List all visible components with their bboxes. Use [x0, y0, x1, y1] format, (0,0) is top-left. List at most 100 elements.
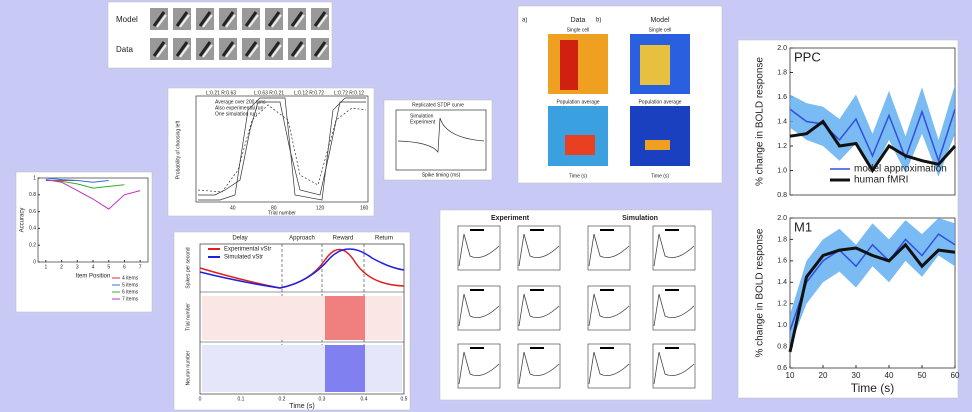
mini-curve	[518, 293, 560, 327]
gabor-stripe	[152, 41, 166, 57]
mini-curve	[518, 233, 560, 267]
mini-curve	[458, 233, 500, 267]
y-tick-label: 1.6	[777, 258, 787, 265]
x-tick-label: 5	[107, 264, 110, 270]
x-label: Item Position	[76, 274, 111, 280]
axes	[789, 217, 956, 369]
y-tick-label: 2.0	[777, 45, 787, 52]
y-tick-label: 0.8	[777, 343, 787, 350]
mini-axes	[517, 225, 561, 271]
x-tick-label: 160	[360, 205, 369, 211]
x-tick-label: 10	[786, 371, 795, 380]
panel-letter: a)	[522, 18, 527, 24]
y-tick-label: 1.0	[777, 167, 787, 174]
x-tick-label: 40	[885, 371, 894, 380]
gabor-stripe	[198, 41, 212, 57]
y-tick-label: 0.8	[777, 192, 787, 199]
legend-entry: Simulation	[410, 113, 434, 119]
heatmap	[630, 106, 690, 166]
x-tick-label: 50	[918, 371, 927, 380]
raster-dense	[325, 345, 365, 392]
title: Experiment	[491, 215, 530, 222]
row-label: Data	[116, 45, 133, 54]
band	[790, 218, 955, 347]
curve	[199, 248, 405, 289]
bold-panel	[737, 39, 959, 399]
gabor-stripe	[294, 44, 305, 58]
gabor-stripe	[290, 11, 304, 27]
line	[45, 179, 141, 210]
x-label: Time (s)	[651, 173, 669, 179]
y-tick-label: 0.6	[29, 209, 36, 215]
y-tick-label: 1.4	[777, 279, 787, 286]
gabor-stripe	[221, 11, 235, 27]
x-tick-label: 3	[76, 264, 79, 270]
legend-entry: 4 items	[122, 275, 139, 281]
y-tick-label: 1.2	[777, 143, 787, 150]
line	[789, 108, 956, 164]
gabor-stripe	[152, 11, 166, 27]
panel-title: PPC	[794, 49, 821, 64]
gabor-stripe	[271, 14, 282, 28]
x-label: Trial number	[268, 210, 296, 216]
gabor-grid	[150, 8, 329, 60]
gabor-stripe	[221, 41, 235, 57]
y-label: % change in BOLD response	[755, 57, 766, 186]
mini-curve	[653, 293, 695, 327]
phase-label: Reward	[333, 236, 354, 242]
y-tick-label: 1.0	[777, 322, 787, 329]
x-tick-label: 20	[819, 371, 828, 380]
legend-entry: 5 items	[122, 282, 139, 288]
hotspot	[640, 45, 670, 85]
mini-curve	[518, 351, 560, 385]
y-label: Probability of choosing left	[175, 120, 181, 179]
legend-entry: One simulation run	[215, 111, 257, 117]
gabor-stripe	[179, 14, 190, 28]
band	[790, 84, 955, 177]
legend-entry: model approximation	[854, 164, 947, 175]
gabor-stripe	[175, 11, 189, 27]
curve	[199, 248, 405, 289]
gabor-stripe	[175, 41, 189, 57]
y-tick-label: 0.6	[777, 365, 787, 372]
mini-curve	[588, 351, 630, 385]
gabor-stripe	[313, 41, 327, 57]
y-label: Neuron number	[185, 350, 191, 385]
gabor-stripe	[313, 11, 327, 27]
x-tick-label: 2	[60, 264, 63, 270]
header: L:0.21 R:0.63	[206, 90, 236, 96]
hotspot	[645, 140, 670, 150]
gabor-stripe	[267, 41, 281, 57]
x-tick-label: 120	[316, 205, 325, 211]
mini-axes	[457, 343, 501, 389]
mini-curve	[458, 351, 500, 385]
mini-curve	[653, 351, 695, 385]
header: L:0.72 R:0.12	[334, 90, 364, 96]
x-tick-label: 0.1	[238, 396, 245, 402]
mini-curve	[588, 233, 630, 267]
subtitle: Population average	[638, 99, 681, 105]
y-tick-label: 0.4	[29, 226, 36, 232]
line	[45, 179, 125, 189]
line	[45, 177, 109, 183]
mini-axes	[587, 225, 631, 271]
x-tick-label: 0.4	[361, 396, 368, 402]
gabor-stripe	[248, 14, 259, 28]
legend-entry: Simulated vStr	[224, 255, 263, 261]
mini-curve	[588, 293, 630, 327]
title: Replicated STDP curve	[412, 102, 464, 108]
gabor-stripe	[294, 14, 305, 28]
mini-axes	[652, 225, 696, 271]
row-label: Model	[116, 15, 138, 24]
mini-plots	[457, 225, 696, 389]
x-tick-label: 0.5	[401, 396, 408, 402]
gabor-stripe	[271, 44, 282, 58]
x-tick-label: 0	[199, 396, 202, 402]
title: Model	[650, 17, 670, 24]
x-tick-label: 4	[92, 264, 95, 270]
phase-label: Approach	[289, 236, 315, 242]
y-tick-label: 1.2	[777, 301, 787, 308]
gabor-stripe	[225, 14, 236, 28]
mini-axes	[457, 225, 501, 271]
